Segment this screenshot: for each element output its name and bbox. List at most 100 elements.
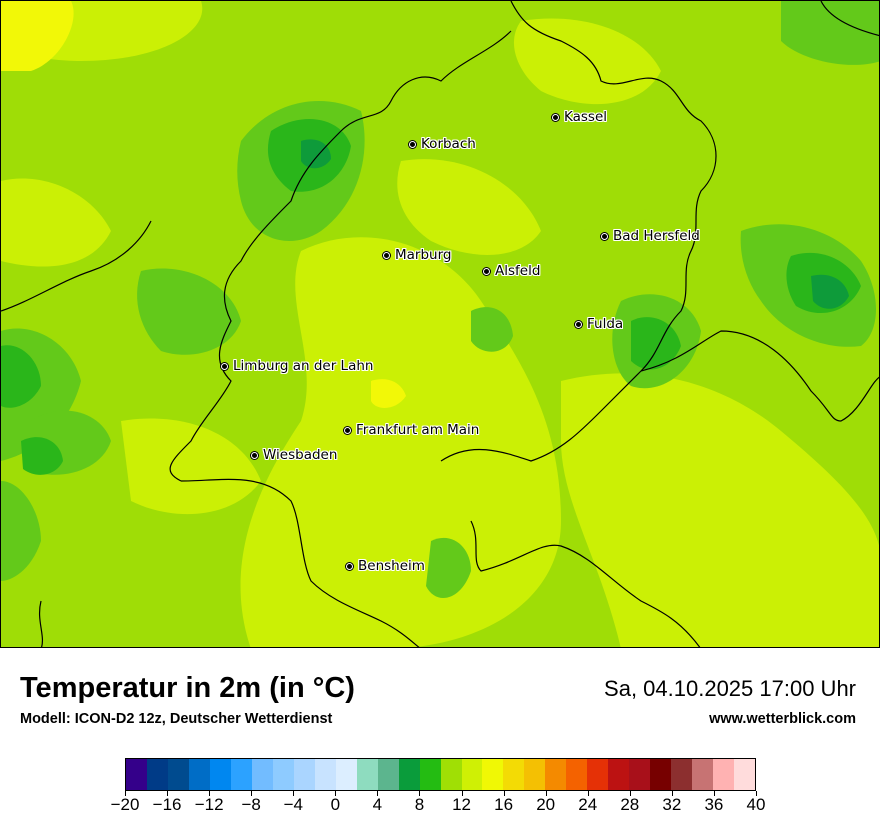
colorbar-swatch <box>272 759 294 790</box>
website-link[interactable]: www.wetterblick.com <box>709 711 856 727</box>
colorbar-swatch <box>671 759 693 790</box>
colorbar-tick-label: 20 <box>536 795 556 814</box>
colorbar-tick-mark <box>671 791 673 796</box>
colorbar-swatch <box>188 759 210 790</box>
colorbar-swatch <box>314 759 336 790</box>
colorbar-swatch <box>587 759 609 790</box>
model-info: Modell: ICON-D2 12z, Deutscher Wetterdie… <box>20 711 333 727</box>
colorbar-tick-label: −12 <box>194 795 224 814</box>
colorbar-tick-mark <box>587 791 589 796</box>
city-marker-kassel[interactable]: Kassel <box>552 109 607 125</box>
city-dot-icon <box>409 140 416 148</box>
temperature-colorbar <box>125 758 756 791</box>
colorbar-tick-label: 40 <box>746 795 766 814</box>
colorbar-tick-label: −8 <box>241 795 261 814</box>
map-footer: Temperatur in 2m (in °C) Modell: ICON-D2… <box>0 648 880 830</box>
colorbar-tick-label: −20 <box>110 795 140 814</box>
colorbar-swatch <box>440 759 462 790</box>
city-marker-frankfurt-am-main[interactable]: Frankfurt am Main <box>344 422 479 438</box>
colorbar-swatch <box>650 759 672 790</box>
colorbar-swatch <box>126 759 147 790</box>
city-dot-icon <box>221 362 228 370</box>
city-label: Korbach <box>421 136 476 152</box>
colorbar-swatch <box>335 759 357 790</box>
colorbar-tick-label: −4 <box>283 795 303 814</box>
colorbar-swatch <box>524 759 546 790</box>
city-label: Frankfurt am Main <box>356 422 480 438</box>
colorbar-swatch <box>482 759 504 790</box>
colorbar-swatch <box>461 759 483 790</box>
city-marker-alsfeld[interactable]: Alsfeld <box>483 263 540 279</box>
city-marker-marburg[interactable]: Marburg <box>383 247 451 263</box>
colorbar-swatch <box>629 759 651 790</box>
colorbar-swatch <box>293 759 315 790</box>
colorbar-tick-mark <box>545 791 547 796</box>
colorbar-tick-label: 28 <box>620 795 640 814</box>
colorbar-swatch <box>503 759 525 790</box>
city-marker-bad-hersfeld[interactable]: Bad Hersfeld <box>601 228 700 244</box>
city-dot-icon <box>483 267 490 275</box>
colorbar-swatch <box>356 759 378 790</box>
colorbar-tick-mark <box>209 791 211 796</box>
colorbar-swatch <box>566 759 588 790</box>
city-dot-icon <box>346 562 353 570</box>
city-label: Wiesbaden <box>263 447 338 463</box>
colorbar-tick-mark <box>251 791 253 796</box>
colorbar-swatch <box>713 759 735 790</box>
colorbar-swatch <box>734 759 756 790</box>
colorbar-ticks: −20 −16 −12 −8 −4 0 4 8 12 16 20 24 28 32 36 40 <box>111 791 765 821</box>
city-label: Kassel <box>564 109 608 125</box>
colorbar-swatch <box>608 759 630 790</box>
colorbar-tick-label: 4 <box>372 795 383 814</box>
city-dot-icon <box>344 426 351 434</box>
colorbar-swatch <box>419 759 441 790</box>
temperature-field <box>1 1 879 647</box>
colorbar-swatch <box>692 759 714 790</box>
city-dot-icon <box>251 451 258 459</box>
colorbar-swatch <box>377 759 399 790</box>
colorbar-tick-mark <box>629 791 631 796</box>
colorbar-tick-mark <box>377 791 379 796</box>
colorbar-tick-label: 36 <box>704 795 724 814</box>
colorbar-swatch <box>545 759 567 790</box>
city-label: Alsfeld <box>495 263 541 279</box>
city-label: Limburg an der Lahn <box>233 358 374 374</box>
colorbar-tick-mark <box>125 791 126 796</box>
city-marker-wiesbaden[interactable]: Wiesbaden <box>251 447 337 463</box>
colorbar-tick-label: 24 <box>578 795 598 814</box>
colorbar-tick-mark <box>335 791 337 796</box>
city-label: Bad Hersfeld <box>613 228 700 244</box>
city-marker-bensheim[interactable]: Bensheim <box>346 558 425 574</box>
temperature-map[interactable]: Kassel Korbach Bad Hersfeld Marburg Alsf… <box>0 0 880 648</box>
colorbar-tick-mark <box>756 791 757 796</box>
colorbar-swatch <box>167 759 189 790</box>
forecast-datetime: Sa, 04.10.2025 17:00 Uhr <box>604 676 856 701</box>
city-dot-icon <box>552 113 559 121</box>
colorbar-tick-mark <box>503 791 505 796</box>
colorbar-tick-mark <box>167 791 169 796</box>
city-dot-icon <box>575 320 582 328</box>
colorbar-swatch <box>146 759 168 790</box>
colorbar-tick-mark <box>419 791 421 796</box>
colorbar-tick-mark <box>461 791 463 796</box>
colorbar-tick-mark <box>713 791 715 796</box>
colorbar-tick-mark <box>293 791 295 796</box>
city-dot-icon <box>383 251 390 259</box>
colorbar-tick-label: 0 <box>330 795 341 814</box>
colorbar-swatch <box>398 759 420 790</box>
colorbar-tick-label: 16 <box>494 795 514 814</box>
city-label: Fulda <box>587 316 624 332</box>
colorbar-swatch <box>230 759 252 790</box>
city-dot-icon <box>601 232 608 240</box>
city-label: Bensheim <box>358 558 425 574</box>
colorbar-tick-label: 12 <box>452 795 471 814</box>
colorbar-tick-label: −16 <box>152 795 182 814</box>
city-marker-fulda[interactable]: Fulda <box>575 316 623 332</box>
colorbar-swatch <box>209 759 231 790</box>
map-title: Temperatur in 2m (in °C) <box>20 672 355 704</box>
city-marker-limburg-an-der-lahn[interactable]: Limburg an der Lahn <box>221 358 373 374</box>
colorbar-tick-label: 8 <box>414 795 425 814</box>
city-label: Marburg <box>395 247 452 263</box>
city-marker-korbach[interactable]: Korbach <box>409 136 476 152</box>
colorbar-swatch <box>251 759 273 790</box>
